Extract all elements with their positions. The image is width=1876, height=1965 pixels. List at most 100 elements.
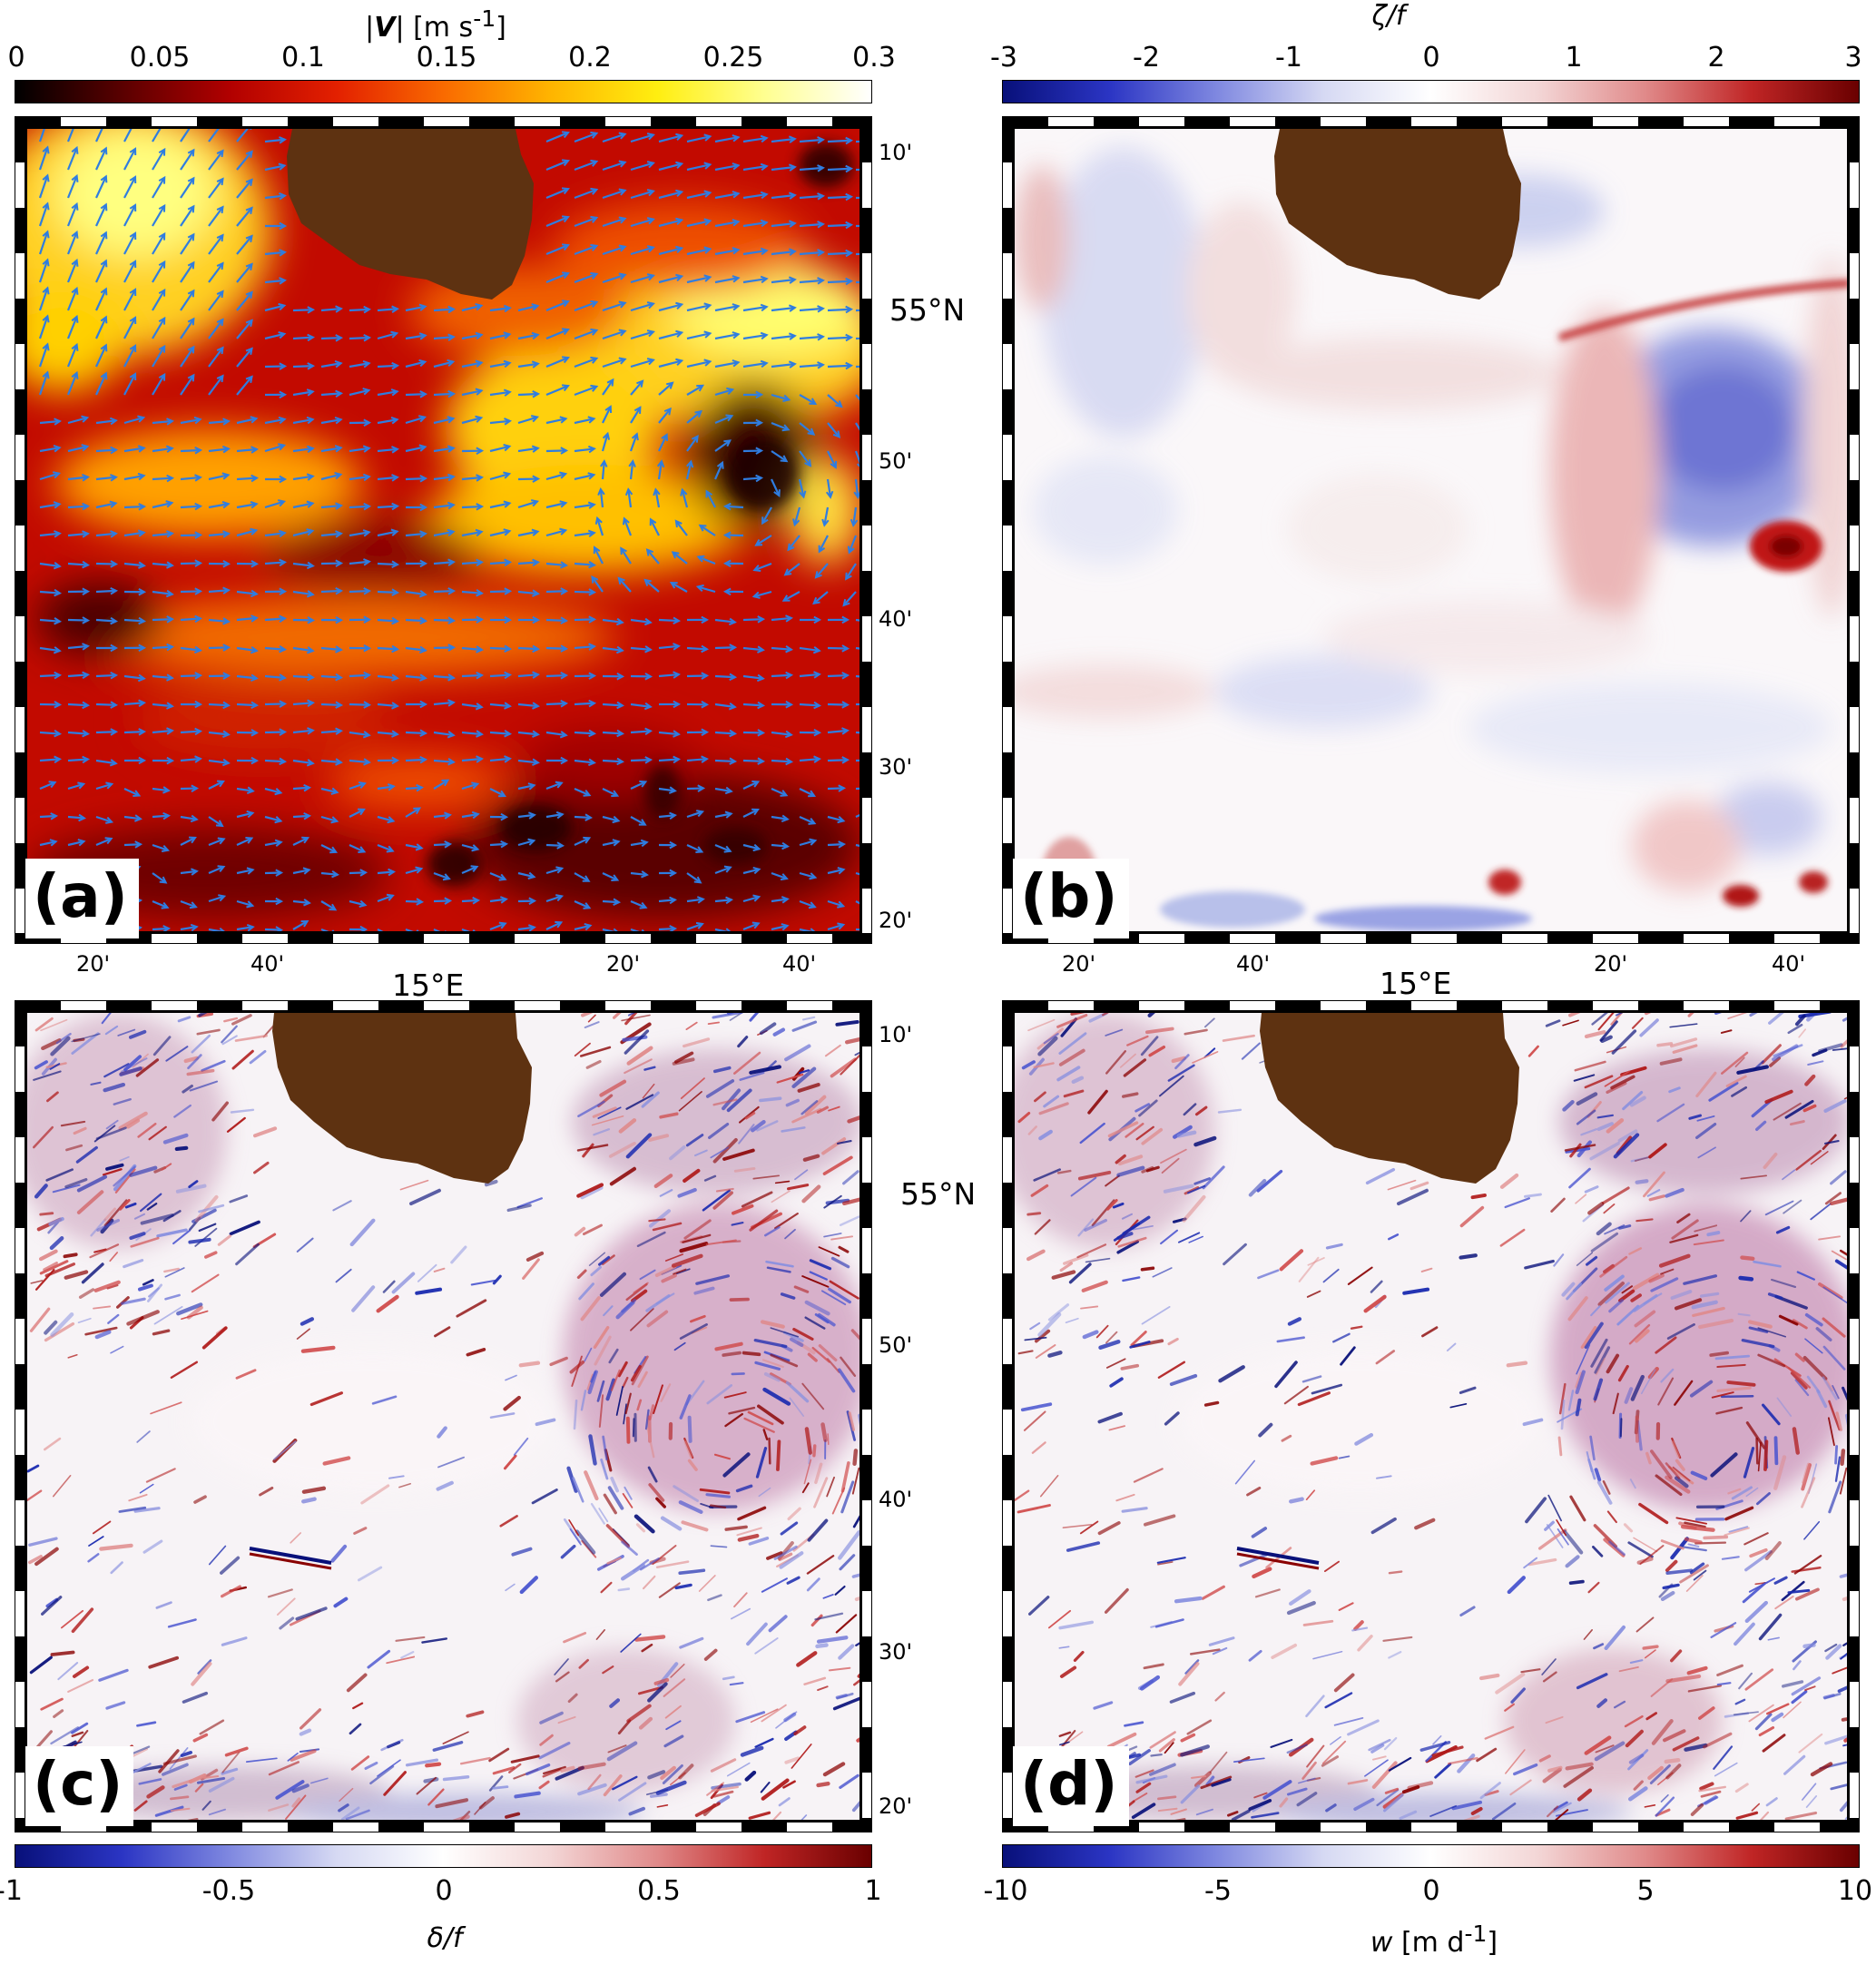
- field-streak: [1063, 1089, 1085, 1098]
- velocity-arrowhead: [100, 315, 108, 324]
- field-streak: [1731, 1086, 1748, 1097]
- velocity-arrow: [771, 278, 795, 284]
- velocity-arrow: [95, 589, 117, 594]
- velocity-arrowhead: [646, 161, 655, 169]
- velocity-arrowhead: [503, 331, 512, 339]
- field-streak: [172, 1229, 192, 1245]
- velocity-arrow: [686, 646, 708, 651]
- field-streak: [466, 1710, 485, 1718]
- field-streak: [801, 1482, 810, 1494]
- field-streak: [818, 1344, 838, 1362]
- velocity-arrow: [630, 218, 654, 228]
- field-streak: [724, 1525, 748, 1531]
- velocity-arrowhead: [470, 865, 479, 873]
- velocity-arrow: [377, 843, 394, 852]
- field-streak: [1105, 1028, 1124, 1037]
- field-streak: [290, 1532, 302, 1544]
- velocity-arrowhead: [845, 572, 852, 581]
- velocity-arrow: [39, 646, 60, 653]
- field-streak: [582, 1223, 603, 1236]
- field-streak: [1670, 1290, 1693, 1301]
- velocity-arrow: [236, 811, 253, 819]
- field-streak: [1523, 1193, 1542, 1198]
- field-streak: [1241, 1042, 1261, 1060]
- velocity-arrowhead: [680, 487, 688, 496]
- field-streak: [1193, 1177, 1211, 1185]
- velocity-arrowhead: [817, 136, 825, 144]
- colorbar-a-title: |V| [m s-1]: [365, 5, 506, 44]
- velocity-arrow: [461, 843, 478, 850]
- velocity-arrowhead: [561, 328, 570, 336]
- field-streak: [673, 1485, 700, 1503]
- velocity-arrowhead: [644, 727, 653, 736]
- field-streak: [1311, 1383, 1343, 1395]
- velocity-arrowhead: [444, 811, 452, 820]
- velocity-arrow: [38, 316, 49, 339]
- field-streak: [1738, 1275, 1754, 1282]
- field-streak: [1047, 1303, 1070, 1321]
- field-streak: [1842, 1744, 1847, 1747]
- velocity-arrowhead: [724, 786, 733, 795]
- field-streak: [852, 1515, 859, 1528]
- velocity-arrow: [95, 231, 107, 255]
- field-streak: [1156, 1557, 1186, 1564]
- field-streak: [1635, 1616, 1655, 1633]
- field-streak: [698, 1575, 716, 1592]
- velocity-arrow: [152, 645, 173, 650]
- field-streak: [1176, 1130, 1197, 1138]
- velocity-arrowhead: [158, 344, 166, 353]
- field-streak: [119, 1199, 131, 1211]
- field-streak: [180, 1751, 192, 1757]
- velocity-arrow: [630, 618, 651, 624]
- field-streak: [196, 1776, 226, 1784]
- field-streak: [1297, 1391, 1331, 1407]
- field-streak: [1279, 1797, 1289, 1808]
- velocity-arrowhead: [246, 786, 255, 794]
- field-streak: [1791, 1690, 1808, 1705]
- field-streak: [1562, 1529, 1584, 1555]
- velocity-arrow: [517, 731, 538, 736]
- velocity-arrowhead: [751, 808, 760, 816]
- map-frame-left: [15, 1000, 25, 1832]
- velocity-arrow: [292, 869, 309, 875]
- velocity-arrow: [574, 244, 597, 256]
- velocity-arrow: [602, 329, 626, 340]
- field-streak: [1332, 1332, 1351, 1343]
- velocity-arrow: [180, 374, 195, 396]
- field-streak: [1338, 1602, 1354, 1611]
- velocity-arrow: [705, 490, 716, 508]
- field-streak: [1157, 1807, 1178, 1813]
- field-streak: [1603, 1538, 1626, 1557]
- field-streak: [245, 1757, 278, 1763]
- field-streak: [1831, 1250, 1847, 1261]
- velocity-arrowhead: [701, 700, 710, 709]
- velocity-arrow: [602, 217, 626, 228]
- field-streak: [1350, 1325, 1363, 1330]
- velocity-arrowhead: [363, 615, 372, 624]
- field-streak: [1157, 1561, 1174, 1566]
- velocity-arrowhead: [757, 757, 766, 765]
- velocity-arrowhead: [675, 217, 684, 225]
- velocity-arrowhead: [729, 729, 738, 738]
- velocity-arrowhead: [390, 388, 399, 397]
- velocity-arrow: [208, 206, 224, 227]
- field-streak: [360, 1484, 390, 1505]
- colorbar-b-tick: 3: [1844, 42, 1862, 74]
- field-streak: [680, 1077, 705, 1100]
- field-streak: [705, 1079, 735, 1098]
- field-streak: [1755, 1492, 1771, 1506]
- field-streak: [1171, 1056, 1187, 1064]
- velocity-arrowhead: [391, 616, 400, 625]
- field-streak: [28, 1537, 58, 1547]
- velocity-arrow: [545, 472, 566, 481]
- field-streak: [123, 1055, 142, 1072]
- velocity-arrowhead: [781, 841, 791, 850]
- velocity-arrowhead: [622, 516, 630, 526]
- field-streak: [40, 1018, 68, 1032]
- velocity-arrow: [545, 418, 566, 425]
- field-streak: [590, 1502, 605, 1525]
- velocity-arrowhead: [279, 475, 288, 484]
- field-streak: [357, 1566, 383, 1582]
- velocity-arrowhead: [53, 501, 62, 509]
- velocity-arrowhead: [391, 474, 399, 482]
